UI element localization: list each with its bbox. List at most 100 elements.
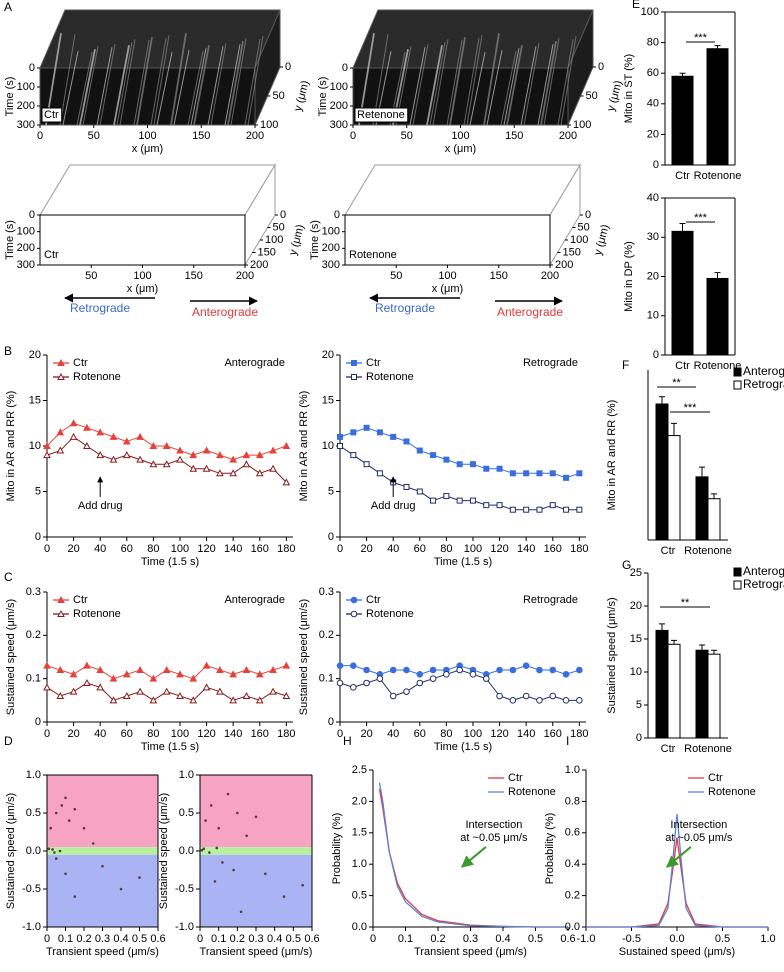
image-streak bbox=[79, 49, 96, 126]
band bbox=[200, 854, 312, 927]
z-tick-label: 50 bbox=[586, 90, 598, 102]
y-tick-label: 0 bbox=[328, 531, 334, 543]
y-tick-label: 15 bbox=[322, 394, 334, 406]
marker bbox=[69, 687, 78, 695]
legend-swatch bbox=[733, 567, 742, 577]
error-bar bbox=[679, 223, 686, 232]
error-bar bbox=[699, 644, 705, 651]
marker bbox=[57, 358, 65, 366]
point bbox=[49, 826, 52, 830]
marker bbox=[255, 670, 264, 678]
marker bbox=[429, 675, 437, 682]
band bbox=[200, 847, 312, 855]
marker bbox=[350, 610, 358, 618]
y-tick-label: -1.0 bbox=[175, 921, 194, 933]
annotation: Anterograde bbox=[192, 305, 258, 319]
y-tick-label: 0 bbox=[653, 349, 659, 361]
error-bar bbox=[659, 396, 665, 404]
marker bbox=[149, 441, 158, 449]
x-tick-label: Rotenone bbox=[694, 170, 742, 182]
x-tick-label: Ctr bbox=[661, 743, 676, 755]
x-axis-label: Sustained speed (μm/s) bbox=[619, 946, 735, 958]
x-tick-label: 0.3 bbox=[95, 933, 110, 945]
y-tick-label: 0 bbox=[29, 62, 35, 74]
series-line bbox=[46, 422, 287, 461]
bar bbox=[707, 653, 721, 739]
marker bbox=[56, 446, 65, 454]
volume-top bbox=[344, 164, 581, 216]
x-tick-label: 0.1 bbox=[398, 933, 413, 945]
marker bbox=[202, 464, 211, 472]
panel-label: H bbox=[343, 734, 352, 748]
legend-label: Anterograde bbox=[743, 364, 784, 378]
z-tick-label: 100 bbox=[573, 119, 591, 131]
image-streak bbox=[210, 43, 227, 126]
y-tick-label: 20 bbox=[322, 349, 334, 361]
marker bbox=[242, 691, 251, 699]
y-tick-label: 0.2 bbox=[319, 629, 334, 641]
marker bbox=[509, 697, 517, 704]
image-streak bbox=[153, 35, 170, 126]
bar bbox=[695, 476, 709, 541]
point bbox=[202, 847, 206, 851]
marker bbox=[216, 687, 224, 695]
error-bar bbox=[679, 72, 686, 77]
x-axis-label: x (μm) bbox=[132, 143, 163, 155]
bar bbox=[667, 643, 681, 739]
point bbox=[209, 804, 213, 807]
legend-label: Ctr bbox=[708, 772, 723, 784]
x-tick-label: 0.2 bbox=[430, 933, 445, 945]
marker bbox=[483, 465, 490, 472]
marker bbox=[189, 674, 198, 682]
marker bbox=[337, 443, 343, 449]
y-axis-label: Time (s) bbox=[4, 77, 16, 117]
marker bbox=[416, 679, 424, 687]
y-tick-label: 0.5 bbox=[26, 807, 41, 819]
y-tick-label: 100 bbox=[17, 81, 35, 93]
x-tick-label: 120 bbox=[197, 728, 215, 740]
x-tick-label: Rotenone bbox=[684, 743, 732, 755]
image-streak bbox=[469, 52, 486, 126]
marker bbox=[176, 455, 184, 463]
series-line bbox=[586, 813, 768, 928]
z-axis-label: y (μm) bbox=[605, 79, 625, 112]
annotation: Anterograde bbox=[497, 305, 563, 319]
x-tick-label: 160 bbox=[544, 728, 562, 740]
x-tick-label: 0 bbox=[197, 933, 203, 945]
point bbox=[64, 796, 67, 800]
bar bbox=[706, 48, 729, 166]
image-streak bbox=[446, 40, 463, 126]
bar bbox=[671, 75, 694, 166]
legend-label: Ctr bbox=[73, 594, 88, 606]
marker bbox=[496, 666, 503, 674]
x-tick-label: 50 bbox=[390, 270, 402, 282]
y-tick-label: 0.5 bbox=[179, 807, 194, 819]
x-tick-label: 200 bbox=[246, 130, 264, 142]
marker bbox=[469, 671, 477, 678]
marker bbox=[43, 683, 51, 691]
legend-swatch bbox=[733, 367, 742, 377]
y-axis-label: Mito in AR and RR (%) bbox=[606, 400, 618, 511]
x-tick-label: 140 bbox=[517, 543, 535, 555]
x-tick-label: 100 bbox=[133, 270, 151, 282]
x-tick-label: 150 bbox=[505, 130, 523, 142]
y-tick-label: 80 bbox=[647, 37, 659, 49]
x-tick-label: 150 bbox=[185, 270, 203, 282]
marker bbox=[255, 696, 264, 704]
x-tick-label: 0.3 bbox=[248, 933, 263, 945]
point bbox=[264, 872, 267, 876]
y-tick-label: 0.2 bbox=[26, 629, 41, 641]
marker bbox=[351, 360, 357, 366]
marker bbox=[176, 446, 184, 454]
point bbox=[101, 864, 104, 868]
image-streak bbox=[506, 45, 523, 126]
x-tick-label: 150 bbox=[192, 130, 210, 142]
point bbox=[301, 883, 304, 887]
x-tick-label: 0.4 bbox=[267, 933, 282, 945]
legend-label: Rotenone bbox=[73, 608, 121, 620]
image-streak bbox=[173, 50, 190, 126]
bar bbox=[655, 629, 669, 739]
marker bbox=[202, 446, 211, 454]
marker bbox=[56, 428, 65, 436]
marker bbox=[96, 665, 105, 673]
